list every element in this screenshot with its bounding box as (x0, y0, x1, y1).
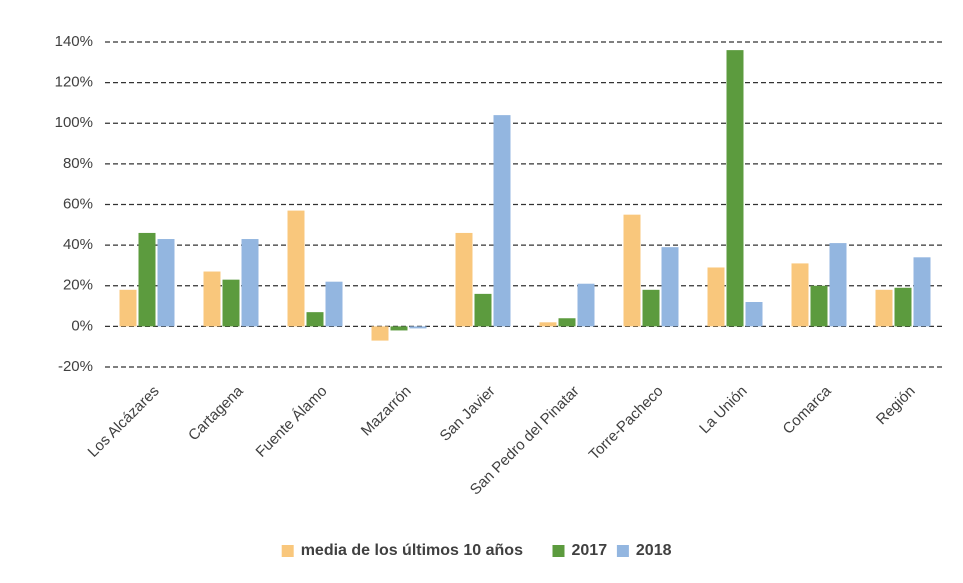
bar (791, 263, 809, 327)
bar (577, 283, 595, 327)
bar (539, 322, 557, 327)
legend-label: media de los últimos 10 años (301, 542, 523, 559)
bar (707, 267, 725, 327)
y-tick-label: 20% (63, 277, 93, 294)
bar (875, 289, 893, 327)
bar (894, 287, 912, 327)
bar (325, 281, 343, 327)
bar (623, 214, 641, 327)
x-tick-label: Mazarrón (358, 383, 415, 440)
x-tick-label: Cartagena (185, 382, 247, 444)
bar (241, 239, 259, 327)
y-tick-label: 100% (55, 114, 93, 131)
x-tick-label: Fuente Álamo (253, 383, 331, 461)
bar (287, 210, 305, 327)
bar (138, 232, 156, 327)
bar (493, 115, 511, 327)
bar (558, 318, 576, 327)
x-tick-label: Comarca (780, 382, 836, 438)
bar (409, 326, 427, 329)
y-tick-label: 40% (63, 236, 93, 253)
bar (371, 326, 389, 341)
bar (306, 312, 324, 327)
bar (157, 239, 175, 327)
legend-swatch (281, 545, 294, 557)
bar (642, 289, 660, 327)
x-tick-label: Torre-Pacheco (586, 383, 667, 464)
y-tick-label: 80% (63, 155, 93, 172)
bar (810, 285, 828, 327)
bar (222, 279, 240, 327)
y-tick-label: 140% (55, 33, 93, 50)
y-tick-label: 60% (63, 195, 93, 212)
x-tick-label: La Unión (696, 383, 750, 437)
bar (726, 50, 744, 327)
bar (745, 302, 763, 327)
bar (661, 247, 679, 327)
y-tick-label: 0% (71, 317, 93, 334)
bar (203, 271, 221, 327)
bar (455, 232, 473, 327)
x-tick-label: San Javier (436, 383, 498, 445)
bar (390, 326, 408, 331)
x-tick-label: Región (873, 383, 919, 429)
bar (119, 289, 137, 327)
legend-swatch (552, 545, 565, 557)
x-tick-label: Los Alcázares (85, 383, 163, 461)
legend-label: 2017 (572, 542, 608, 559)
legend-label: 2018 (636, 542, 672, 559)
legend-swatch (616, 545, 629, 557)
y-tick-label: 120% (55, 74, 93, 91)
y-tick-label: -20% (58, 358, 93, 375)
bar (913, 257, 931, 327)
bar (474, 293, 492, 327)
bar (829, 243, 847, 327)
